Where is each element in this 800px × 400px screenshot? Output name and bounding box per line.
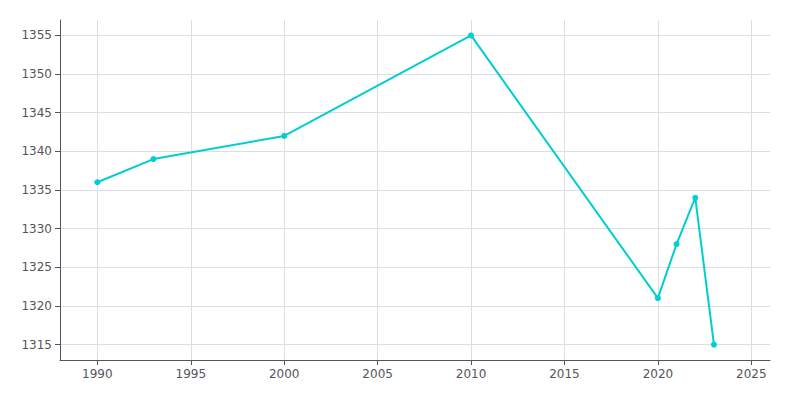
svg-text:2020: 2020: [643, 367, 674, 381]
svg-text:1355: 1355: [21, 28, 52, 42]
svg-text:1315: 1315: [21, 338, 52, 352]
svg-text:2010: 2010: [456, 367, 487, 381]
svg-text:2000: 2000: [269, 367, 300, 381]
svg-text:2015: 2015: [549, 367, 580, 381]
svg-text:1995: 1995: [176, 367, 207, 381]
svg-text:1350: 1350: [21, 67, 52, 81]
svg-text:2005: 2005: [362, 367, 393, 381]
svg-text:1325: 1325: [21, 260, 52, 274]
svg-text:1335: 1335: [21, 183, 52, 197]
svg-text:1320: 1320: [21, 299, 52, 313]
svg-text:1330: 1330: [21, 222, 52, 236]
svg-text:2025: 2025: [736, 367, 767, 381]
svg-text:1340: 1340: [21, 144, 52, 158]
svg-text:1990: 1990: [82, 367, 113, 381]
svg-text:1345: 1345: [21, 106, 52, 120]
